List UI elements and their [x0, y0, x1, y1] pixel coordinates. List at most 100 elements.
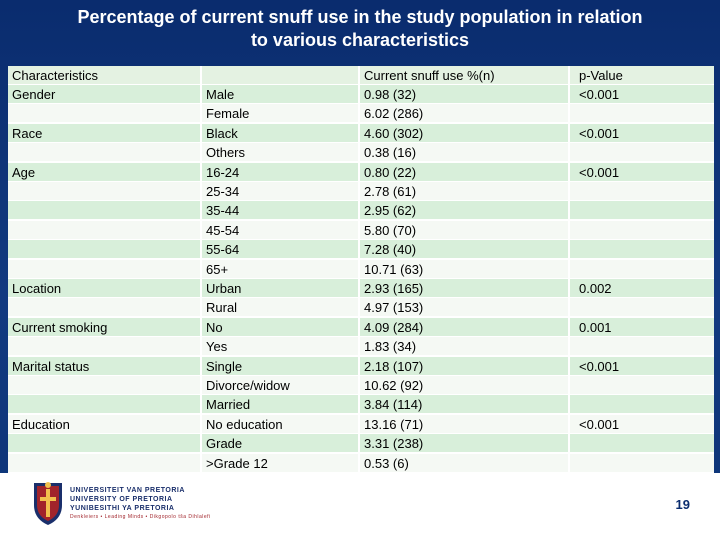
- slide-title-line-2: to various characteristics: [250, 30, 470, 50]
- snuff-use-cell: 10.71 (63): [360, 259, 568, 278]
- p-value-cell: [570, 220, 714, 239]
- characteristic-cell: Marital status: [8, 356, 200, 375]
- table-row: 55-64 7.28 (40): [8, 240, 714, 259]
- category-cell: No: [202, 317, 358, 336]
- p-value-cell: [570, 240, 714, 259]
- snuff-use-cell: 6.02 (286): [360, 104, 568, 123]
- university-tagline: Denkleiers • Leading Minds • Dikgopolo t…: [70, 514, 211, 520]
- category-cell: Single: [202, 356, 358, 375]
- characteristic-cell: [8, 220, 200, 239]
- p-value-cell: [570, 395, 714, 414]
- table-row: Rural 4.97 (153): [8, 298, 714, 317]
- snuff-use-cell: 3.31 (238): [360, 434, 568, 453]
- table-row: Divorce/widow 10.62 (92): [8, 376, 714, 395]
- category-cell: 16-24: [202, 162, 358, 181]
- snuff-use-cell: 5.80 (70): [360, 220, 568, 239]
- table-row: Location Urban 2.93 (165) 0.002: [8, 279, 714, 298]
- snuff-use-cell: 4.97 (153): [360, 298, 568, 317]
- university-name: UNIVERSITEIT VAN PRETORIA UNIVERSITY OF …: [70, 486, 211, 522]
- table-row: >Grade 12 0.53 (6): [8, 453, 714, 473]
- slide-title: Percentage of current snuff use in the s…: [0, 6, 720, 52]
- table-row: 65+ 10.71 (63): [8, 259, 714, 279]
- p-value-cell: <0.001: [570, 123, 714, 142]
- characteristic-cell: [8, 182, 200, 200]
- table-row: Married 3.84 (114): [8, 395, 714, 414]
- snuff-use-cell: 3.84 (114): [360, 395, 568, 414]
- p-value-cell: [570, 453, 714, 472]
- table-row: Race Black 4.60 (302) <0.001: [8, 123, 714, 143]
- category-cell: 35-44: [202, 201, 358, 220]
- p-value-cell: <0.001: [570, 85, 714, 103]
- category-cell: Yes: [202, 337, 358, 356]
- university-name-afrikaans: UNIVERSITEIT VAN PRETORIA: [70, 487, 185, 494]
- characteristic-cell: Location: [8, 279, 200, 297]
- characteristic-cell: Race: [8, 123, 200, 142]
- category-cell: 25-34: [202, 182, 358, 200]
- characteristic-cell: Gender: [8, 85, 200, 103]
- table-header-row: Characteristics Current snuff use %(n) p…: [8, 66, 714, 85]
- category-cell: >Grade 12: [202, 453, 358, 472]
- characteristic-cell: [8, 104, 200, 123]
- category-cell: 65+: [202, 259, 358, 278]
- university-logo: UNIVERSITEIT VAN PRETORIA UNIVERSITY OF …: [30, 479, 220, 529]
- table-row: Education No education 13.16 (71) <0.001: [8, 414, 714, 434]
- characteristic-cell: [8, 143, 200, 162]
- characteristic-cell: [8, 259, 200, 278]
- table-row: Gender Male 0.98 (32) <0.001: [8, 85, 714, 104]
- table-row: 25-34 2.78 (61): [8, 182, 714, 201]
- header-characteristics: Characteristics: [8, 66, 200, 84]
- p-value-cell: [570, 201, 714, 220]
- category-cell: Grade: [202, 434, 358, 453]
- category-cell: Rural: [202, 298, 358, 317]
- p-value-cell: [570, 143, 714, 162]
- category-cell: Divorce/widow: [202, 376, 358, 394]
- p-value-cell: [570, 104, 714, 123]
- characteristic-cell: [8, 434, 200, 453]
- p-value-cell: [570, 376, 714, 394]
- category-cell: No education: [202, 414, 358, 433]
- table-row: Others 0.38 (16): [8, 143, 714, 162]
- characteristics-table: Characteristics Current snuff use %(n) p…: [8, 66, 714, 473]
- category-cell: Others: [202, 143, 358, 162]
- footer: UNIVERSITEIT VAN PRETORIA UNIVERSITY OF …: [0, 473, 720, 540]
- snuff-use-cell: 2.78 (61): [360, 182, 568, 200]
- p-value-cell: 0.002: [570, 279, 714, 297]
- category-cell: 55-64: [202, 240, 358, 259]
- slide-title-line-1: Percentage of current snuff use in the s…: [77, 7, 643, 27]
- university-crest-icon: [34, 482, 62, 525]
- snuff-use-cell: 13.16 (71): [360, 414, 568, 433]
- p-value-cell: 0.001: [570, 317, 714, 336]
- characteristic-cell: [8, 395, 200, 414]
- category-cell: Male: [202, 85, 358, 103]
- snuff-use-cell: 0.53 (6): [360, 453, 568, 472]
- snuff-use-cell: 0.98 (32): [360, 85, 568, 103]
- snuff-use-cell: 10.62 (92): [360, 376, 568, 394]
- p-value-cell: <0.001: [570, 162, 714, 181]
- category-cell: Female: [202, 104, 358, 123]
- characteristic-cell: [8, 453, 200, 472]
- table-row: Yes 1.83 (34): [8, 337, 714, 356]
- snuff-use-cell: 1.83 (34): [360, 337, 568, 356]
- p-value-cell: [570, 337, 714, 356]
- snuff-use-cell: 4.60 (302): [360, 123, 568, 142]
- p-value-cell: [570, 298, 714, 317]
- university-name-english: UNIVERSITY OF PRETORIA: [70, 496, 173, 503]
- characteristic-cell: Age: [8, 162, 200, 181]
- header-category: [202, 66, 358, 84]
- category-cell: 45-54: [202, 220, 358, 239]
- p-value-cell: [570, 259, 714, 278]
- characteristic-cell: Education: [8, 414, 200, 433]
- table-row: Grade 3.31 (238): [8, 434, 714, 453]
- snuff-use-cell: 2.95 (62): [360, 201, 568, 220]
- snuff-use-cell: 2.18 (107): [360, 356, 568, 375]
- snuff-use-cell: 0.80 (22): [360, 162, 568, 181]
- characteristic-cell: [8, 240, 200, 259]
- characteristic-cell: [8, 337, 200, 356]
- characteristic-cell: [8, 298, 200, 317]
- snuff-use-cell: 2.93 (165): [360, 279, 568, 297]
- snuff-use-cell: 0.38 (16): [360, 143, 568, 162]
- page-number: 19: [675, 497, 690, 512]
- p-value-cell: <0.001: [570, 356, 714, 375]
- p-value-cell: [570, 182, 714, 200]
- p-value-cell: <0.001: [570, 414, 714, 433]
